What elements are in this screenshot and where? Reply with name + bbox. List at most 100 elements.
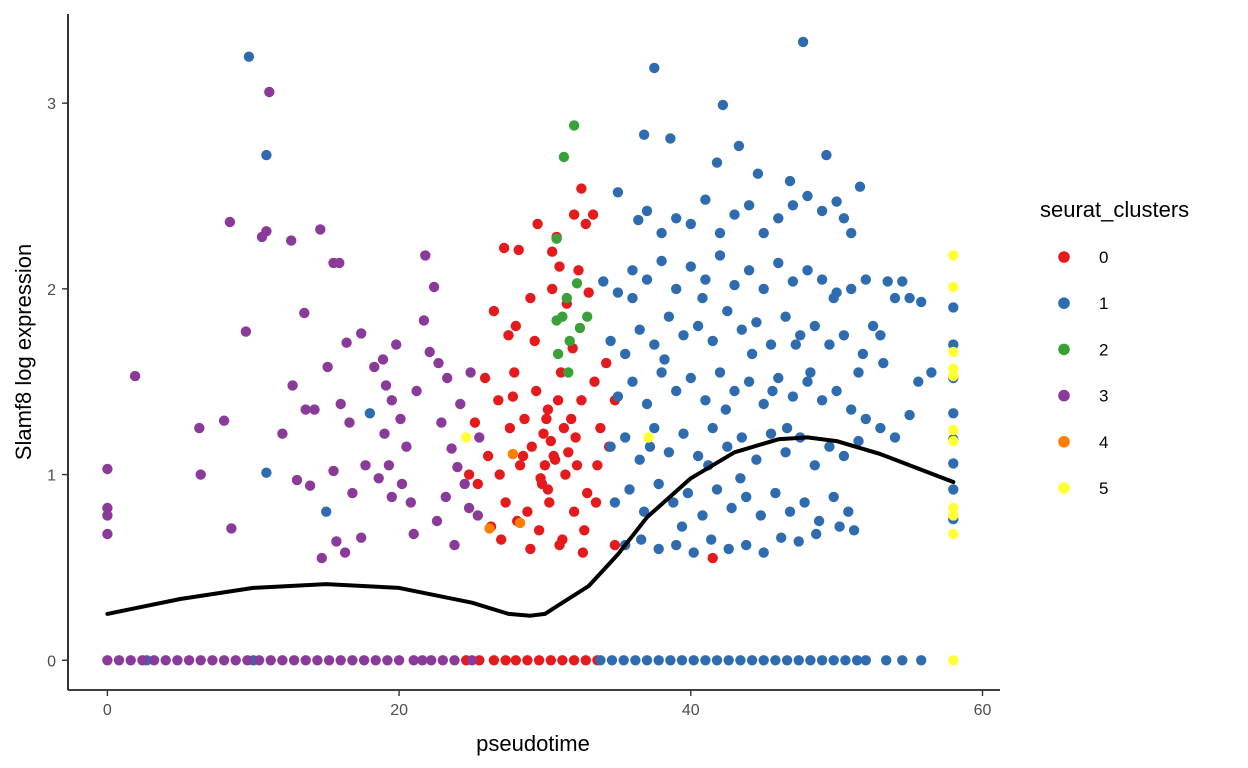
point-cluster-1	[875, 330, 886, 341]
point-cluster-1	[793, 655, 804, 666]
point-cluster-1	[605, 441, 616, 452]
point-cluster-1	[671, 213, 682, 224]
point-cluster-3	[288, 655, 300, 666]
point-cluster-1	[824, 339, 835, 350]
point-cluster-1	[878, 357, 889, 369]
point-cluster-0	[544, 497, 555, 508]
point-cluster-3	[183, 655, 195, 666]
point-cluster-3	[437, 655, 448, 666]
point-cluster-3	[226, 523, 237, 534]
point-cluster-3	[102, 502, 113, 514]
point-cluster-1	[722, 441, 733, 452]
point-cluster-1	[848, 525, 860, 536]
point-cluster-1	[620, 432, 631, 443]
point-cluster-3	[373, 473, 384, 484]
point-cluster-0	[493, 395, 504, 406]
point-cluster-0	[583, 287, 594, 298]
point-cluster-1	[853, 367, 864, 378]
x-tick-label: 40	[682, 702, 700, 719]
legend-label-2: 2	[1099, 340, 1108, 359]
point-cluster-3	[449, 655, 460, 666]
point-cluster-1	[831, 385, 842, 397]
point-cluster-5	[948, 502, 959, 514]
point-cluster-1	[948, 302, 959, 313]
point-cluster-0	[549, 454, 561, 465]
point-cluster-0	[547, 283, 558, 295]
point-cluster-1	[828, 491, 839, 503]
point-cluster-5	[948, 655, 959, 666]
point-cluster-1	[707, 422, 718, 434]
point-cluster-1	[758, 398, 769, 410]
x-tick-label: 0	[103, 702, 112, 719]
point-cluster-1	[843, 506, 854, 517]
point-cluster-1	[824, 441, 835, 452]
point-cluster-0	[494, 469, 505, 480]
legend-key-3	[1058, 389, 1070, 402]
point-cluster-5	[948, 424, 959, 436]
point-cluster-2	[561, 292, 572, 304]
point-cluster-1	[776, 532, 787, 543]
point-cluster-1	[688, 655, 699, 666]
point-cluster-3	[393, 655, 405, 666]
point-cluster-3	[240, 326, 252, 337]
point-cluster-0	[526, 441, 537, 452]
point-cluster-1	[644, 441, 656, 452]
point-cluster-3	[137, 655, 148, 666]
point-cluster-3	[433, 357, 444, 369]
point-cluster-1	[811, 528, 822, 540]
point-cluster-3	[195, 469, 206, 480]
point-cluster-3	[323, 655, 335, 666]
point-cluster-1	[671, 283, 682, 295]
point-cluster-3	[230, 655, 241, 666]
point-cluster-1	[630, 655, 641, 666]
point-cluster-0	[582, 487, 593, 499]
point-cluster-1	[913, 376, 924, 387]
point-cluster-5	[948, 363, 959, 374]
point-cluster-0	[547, 246, 558, 257]
point-cluster-3	[408, 655, 419, 666]
point-cluster-0	[539, 460, 551, 471]
point-cluster-1	[846, 283, 857, 295]
point-cluster-5	[948, 281, 959, 293]
point-cluster-5	[948, 435, 959, 447]
point-cluster-0	[532, 218, 543, 230]
point-cluster-3	[463, 502, 475, 514]
point-cluster-1	[685, 372, 696, 384]
point-cluster-3	[125, 655, 136, 666]
point-cluster-2	[552, 348, 564, 360]
point-cluster-1	[751, 317, 762, 328]
point-cluster-1	[700, 274, 711, 285]
point-cluster-3	[253, 655, 265, 666]
point-cluster-3	[102, 510, 113, 521]
point-cluster-1	[746, 655, 758, 666]
point-cluster-0	[507, 391, 519, 402]
point-cluster-1	[926, 367, 937, 378]
point-cluster-1	[743, 200, 755, 211]
point-cluster-1	[797, 36, 809, 48]
point-cluster-3	[194, 422, 205, 434]
point-cluster-1	[665, 133, 676, 144]
legend-key-2	[1058, 343, 1070, 356]
point-cluster-1	[697, 292, 708, 304]
point-cluster-1	[668, 497, 679, 508]
point-cluster-3	[369, 361, 380, 373]
point-cluster-0	[707, 552, 718, 564]
point-cluster-1	[816, 274, 828, 285]
point-cluster-1	[758, 547, 769, 558]
point-cluster-1	[821, 149, 832, 161]
point-cluster-1	[729, 385, 740, 397]
point-cluster-1	[781, 422, 793, 434]
point-cluster-3	[446, 443, 457, 454]
point-cluster-1	[834, 521, 845, 532]
point-cluster-3	[172, 655, 183, 666]
point-cluster-0	[529, 335, 540, 347]
point-cluster-1	[838, 213, 850, 224]
point-cluster-1	[948, 339, 959, 350]
point-cluster-1	[743, 265, 755, 276]
point-cluster-3	[436, 417, 447, 428]
point-cluster-3	[218, 655, 230, 666]
point-cluster-0	[533, 525, 545, 536]
point-cluster-1	[261, 149, 272, 161]
point-cluster-1	[364, 408, 376, 419]
point-cluster-1	[790, 339, 801, 350]
